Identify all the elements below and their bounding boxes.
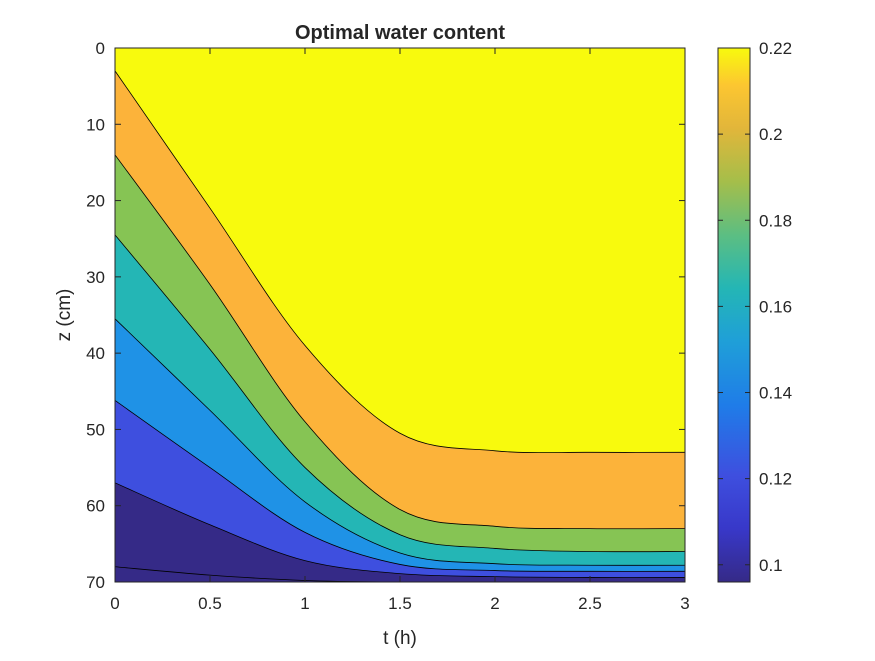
contour-line-0.14 — [115, 400, 685, 572]
x-tick-label: 2.5 — [578, 594, 602, 613]
y-tick-label: 10 — [86, 115, 105, 134]
colorbar-ticks: 0.1 0.12 0.14 0.16 0.18 0.2 0.22 — [718, 39, 792, 575]
contour-fills — [115, 48, 685, 582]
y-tick-label: 60 — [86, 497, 105, 516]
x-tick-label: 0 — [110, 594, 119, 613]
y-tick-label: 40 — [86, 344, 105, 363]
colorbar-tick-label: 0.12 — [759, 470, 792, 489]
colorbar-tick-label: 0.14 — [759, 384, 792, 403]
contour-line-0.16 — [115, 318, 685, 566]
plot-area: 0 0.5 1 1.5 2 2.5 3 0 10 20 30 40 50 60 70 — [86, 39, 690, 613]
colorbar-tick-label: 0.16 — [759, 297, 792, 316]
y-tick-label: 0 — [96, 39, 105, 58]
x-tick-label: 3 — [680, 594, 689, 613]
y-tick-label: 70 — [86, 573, 105, 592]
colorbar-tick-label: 0.18 — [759, 211, 792, 230]
colorbar-tick-label: 0.2 — [759, 125, 783, 144]
x-tick-label: 1.5 — [388, 594, 412, 613]
x-axis-label: t (h) — [383, 628, 417, 649]
contour-line-0.2 — [115, 154, 685, 530]
x-tick-label: 0.5 — [198, 594, 222, 613]
x-tick-label: 2 — [490, 594, 499, 613]
contour-line-0.1 — [115, 566, 685, 582]
colorbar: 0.1 0.12 0.14 0.16 0.18 0.2 0.22 — [717, 39, 792, 583]
colorbar-gradient — [718, 48, 750, 582]
band-0.12 — [115, 400, 685, 582]
chart-title: Optimal water content — [295, 22, 505, 44]
y-tick-label: 30 — [86, 268, 105, 287]
colorbar-tick-label: 0.22 — [759, 39, 792, 58]
colorbar-frame — [717, 47, 751, 583]
contour-line-0.22 — [115, 70, 685, 454]
x-axis: 0 0.5 1 1.5 2 2.5 3 — [110, 48, 690, 613]
colorbar-tick-label: 0.1 — [759, 556, 783, 575]
y-tick-label: 50 — [86, 420, 105, 439]
band-0.1 — [115, 482, 685, 582]
y-axis: 0 10 20 30 40 50 60 70 — [86, 39, 685, 592]
y-tick-label: 20 — [86, 192, 105, 211]
y-axis-label: z (cm) — [54, 289, 75, 342]
x-tick-label: 1 — [300, 594, 309, 613]
contour-line-0.18 — [115, 234, 685, 553]
